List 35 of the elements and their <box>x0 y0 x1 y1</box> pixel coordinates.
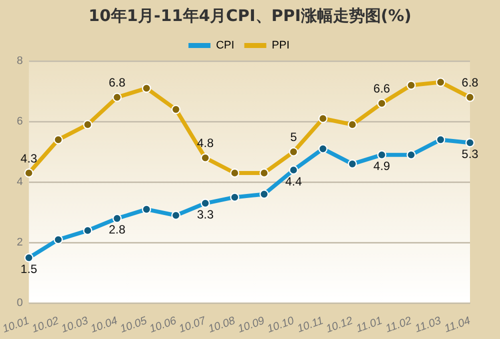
x-tick-label: 10.08 <box>206 314 238 336</box>
x-tick-label: 10.01 <box>0 314 31 336</box>
data-label: 5.3 <box>462 147 479 162</box>
data-label: 4.3 <box>20 151 38 166</box>
data-label: 5 <box>290 130 298 144</box>
y-tick-label: 2 <box>16 236 23 249</box>
x-tick-label: 10.06 <box>148 314 179 336</box>
data-label: 2.8 <box>108 222 126 237</box>
x-tick-label: 10.10 <box>266 314 296 336</box>
x-tick-label: 11.02 <box>384 314 414 336</box>
y-tick-label: 6 <box>16 116 23 128</box>
data-label: 4.9 <box>373 159 390 174</box>
x-tick-label: 11.04 <box>442 314 472 336</box>
x-tick-label: 11.03 <box>413 314 444 336</box>
data-label: 4.4 <box>285 174 302 188</box>
legend-label: CPI <box>216 40 234 52</box>
y-tick-label: 8 <box>16 55 23 68</box>
x-tick-label: 11.01 <box>354 314 384 336</box>
x-tick-label: 10.02 <box>30 314 60 336</box>
data-label: 3.3 <box>196 208 214 222</box>
data-label: 6.8 <box>108 76 126 90</box>
legend-label: PPI <box>272 40 290 52</box>
data-label: 6.8 <box>462 76 479 90</box>
x-tick-label: 10.05 <box>118 314 150 336</box>
x-tick-label: 10.04 <box>89 314 120 336</box>
x-tick-label: 10.11 <box>296 314 326 336</box>
x-tick-label: 10.12 <box>324 314 354 336</box>
data-label: 6.6 <box>373 82 390 96</box>
y-tick-label: 4 <box>16 176 23 188</box>
x-tick-label: 10.03 <box>60 314 91 336</box>
y-tick-label: 0 <box>16 297 23 310</box>
x-tick-label: 10.09 <box>236 314 266 336</box>
data-label: 1.5 <box>20 262 38 276</box>
x-tick-label: 10.07 <box>177 314 208 336</box>
chart-title: 10年1月-11年4月CPI、PPI涨幅走势图(%) <box>88 6 412 27</box>
